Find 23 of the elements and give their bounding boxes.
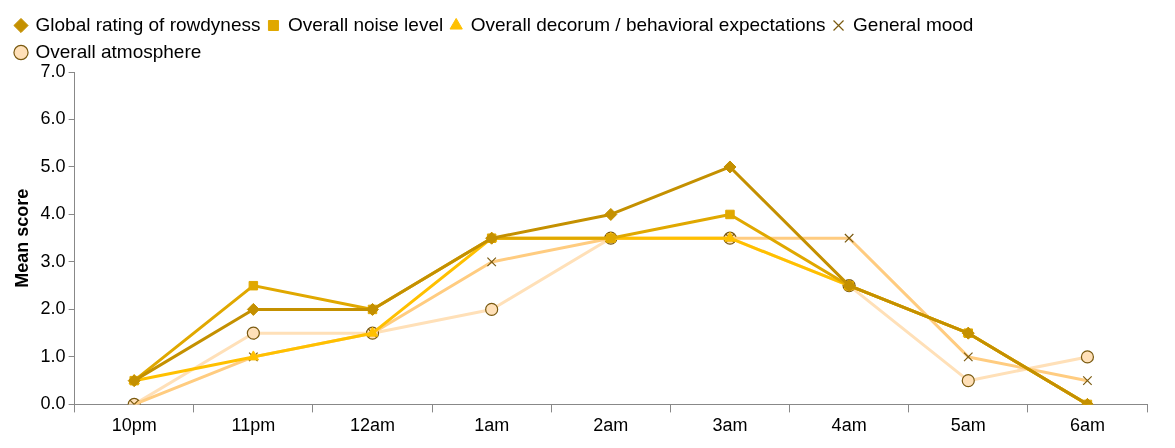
- y-axis-title: Mean score: [11, 188, 32, 288]
- y-tick-label: 2.0: [40, 298, 66, 319]
- x-tick-label: 12am: [349, 415, 396, 436]
- legend-label: Overall atmosphere: [35, 40, 202, 62]
- x-tick-label: 5am: [950, 415, 986, 436]
- x-tick-label: 3am: [712, 415, 748, 436]
- x-tick-label: 4am: [831, 415, 867, 436]
- x-tick-label: 6am: [1069, 415, 1105, 436]
- y-tick-label: 1.0: [40, 345, 66, 366]
- legend-label: Overall decorum / behavioral expectations: [470, 13, 826, 35]
- legend-label: Overall noise level: [287, 13, 444, 35]
- y-tick-label: 7.0: [40, 60, 66, 81]
- x-tick-label: 11pm: [231, 415, 276, 436]
- x-tick-label: 2am: [593, 415, 629, 436]
- y-tick-label: 0.0: [40, 393, 66, 414]
- y-tick-label: 6.0: [40, 108, 66, 129]
- y-tick-label: 4.0: [40, 203, 66, 224]
- y-tick-label: 5.0: [40, 155, 66, 176]
- x-tick-label: 10pm: [111, 415, 157, 436]
- legend-label: Global rating of rowdyness: [35, 13, 261, 35]
- y-tick-label: 3.0: [40, 250, 66, 271]
- x-tick-label: 1am: [474, 415, 510, 436]
- legend-label: General mood: [853, 13, 974, 35]
